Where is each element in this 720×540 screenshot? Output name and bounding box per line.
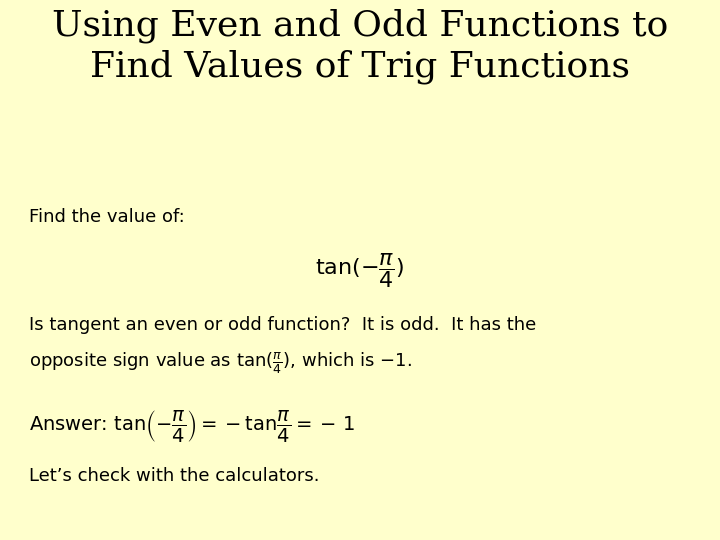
Text: Using Even and Odd Functions to
Find Values of Trig Functions: Using Even and Odd Functions to Find Val… — [52, 8, 668, 84]
Text: $\mathrm{tan}(-\dfrac{\pi}{4})$: $\mathrm{tan}(-\dfrac{\pi}{4})$ — [315, 251, 405, 290]
Text: Is tangent an even or odd function?  It is odd.  It has the: Is tangent an even or odd function? It i… — [29, 316, 536, 334]
Text: Answer: $\mathrm{tan}\left(-\dfrac{\pi}{4}\right) = -\mathrm{tan}\dfrac{\pi}{4} : Answer: $\mathrm{tan}\left(-\dfrac{\pi}{… — [29, 408, 355, 444]
Text: Find the value of:: Find the value of: — [29, 208, 184, 226]
Text: opposite sign value as $\mathrm{tan}(\frac{\pi}{4})$, which is $-1$.: opposite sign value as $\mathrm{tan}(\fr… — [29, 350, 412, 376]
Text: Let’s check with the calculators.: Let’s check with the calculators. — [29, 467, 319, 485]
